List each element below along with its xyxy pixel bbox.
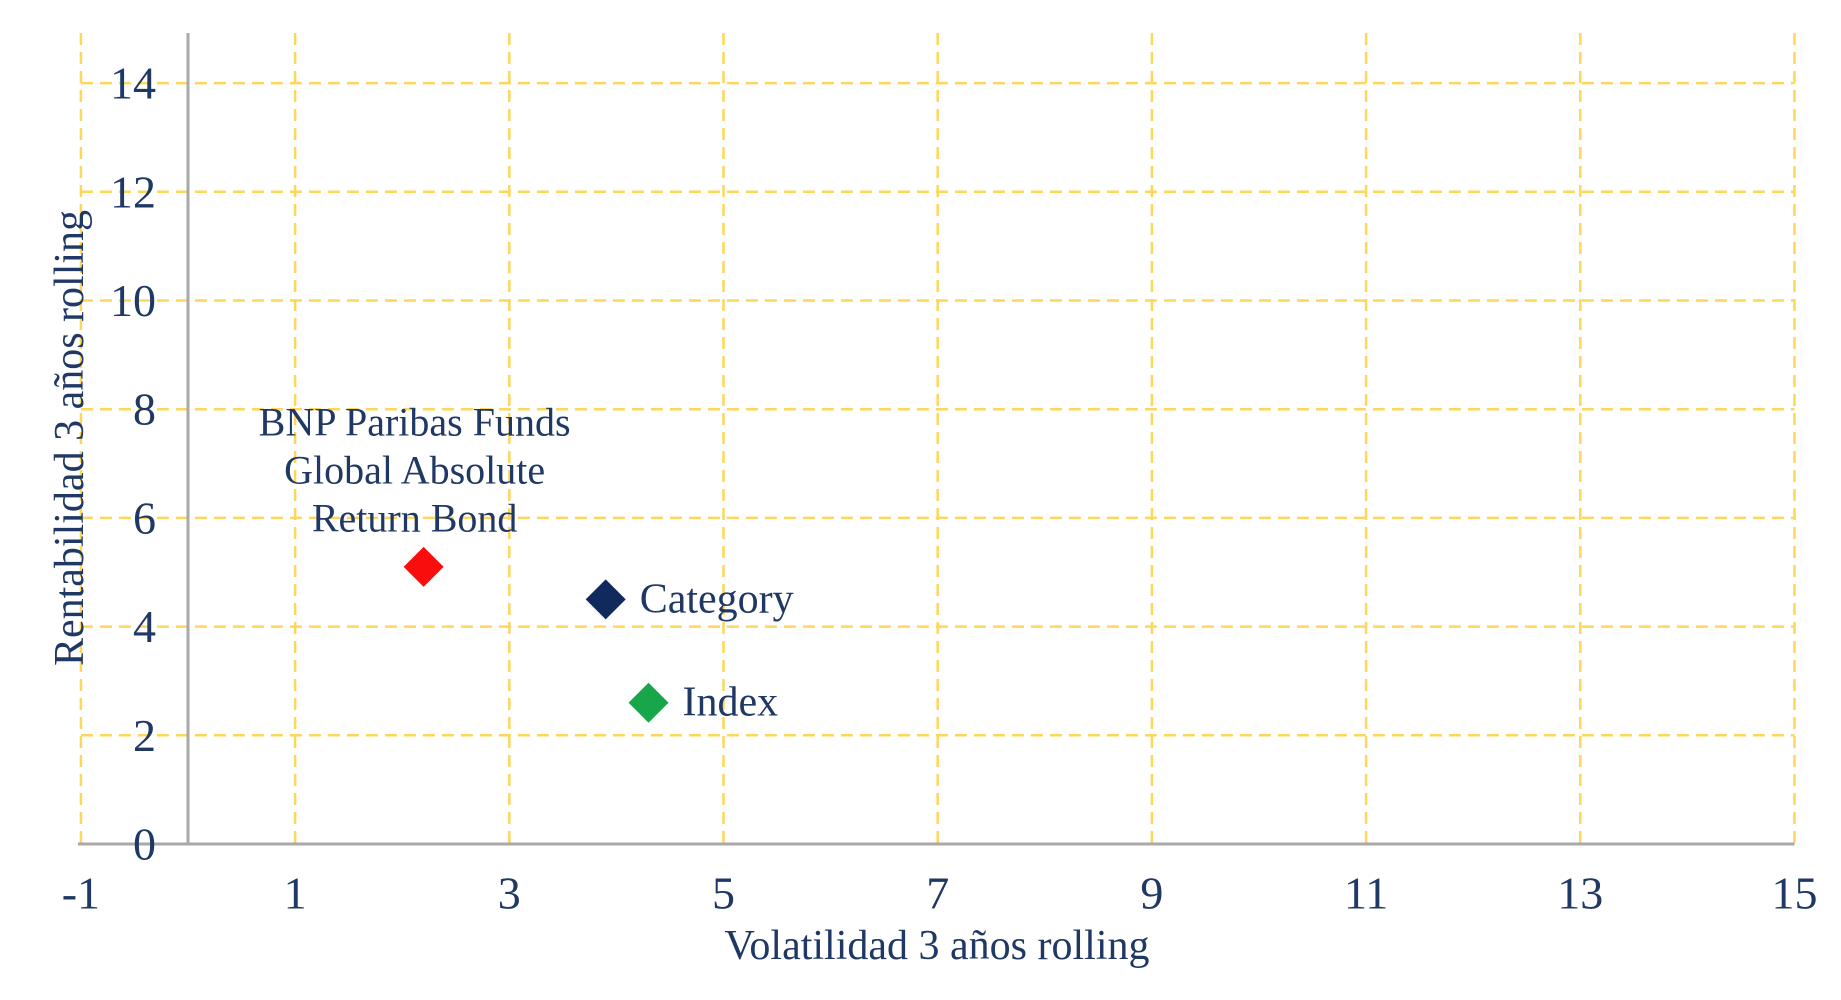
data-point-label: Index [683,680,779,726]
x-tick-label: 9 [1140,868,1163,919]
y-tick-label: 0 [133,819,156,870]
data-point-diamond [403,546,444,587]
x-tick-label: 15 [1772,868,1818,919]
y-tick-label: 12 [110,166,156,217]
data-point-diamond [585,579,626,620]
x-tick-label: 7 [926,868,949,919]
x-tick-label: 3 [498,868,521,919]
y-tick-label: 6 [133,492,156,543]
data-point-label: BNP Paribas Funds [259,399,571,444]
x-axis-title: Volatilidad 3 años rolling [724,923,1150,969]
x-tick-label: -1 [62,868,100,919]
x-tick-label: 5 [712,868,735,919]
x-tick-label: 11 [1344,868,1388,919]
x-tick-label: 13 [1557,868,1603,919]
data-point-label: Category [640,576,794,622]
y-tick-label: 14 [110,58,156,109]
y-tick-label: 2 [133,710,156,761]
y-tick-label: 4 [133,601,156,652]
y-tick-label: 10 [110,275,156,326]
data-point-label: Global Absolute [284,447,545,492]
y-axis-title: Rentabilidad 3 años rolling [47,209,93,667]
y-tick-label: 8 [133,384,156,435]
data-point-label: Return Bond [312,495,518,540]
x-tick-label: 1 [284,868,307,919]
data-point-diamond [628,682,669,723]
